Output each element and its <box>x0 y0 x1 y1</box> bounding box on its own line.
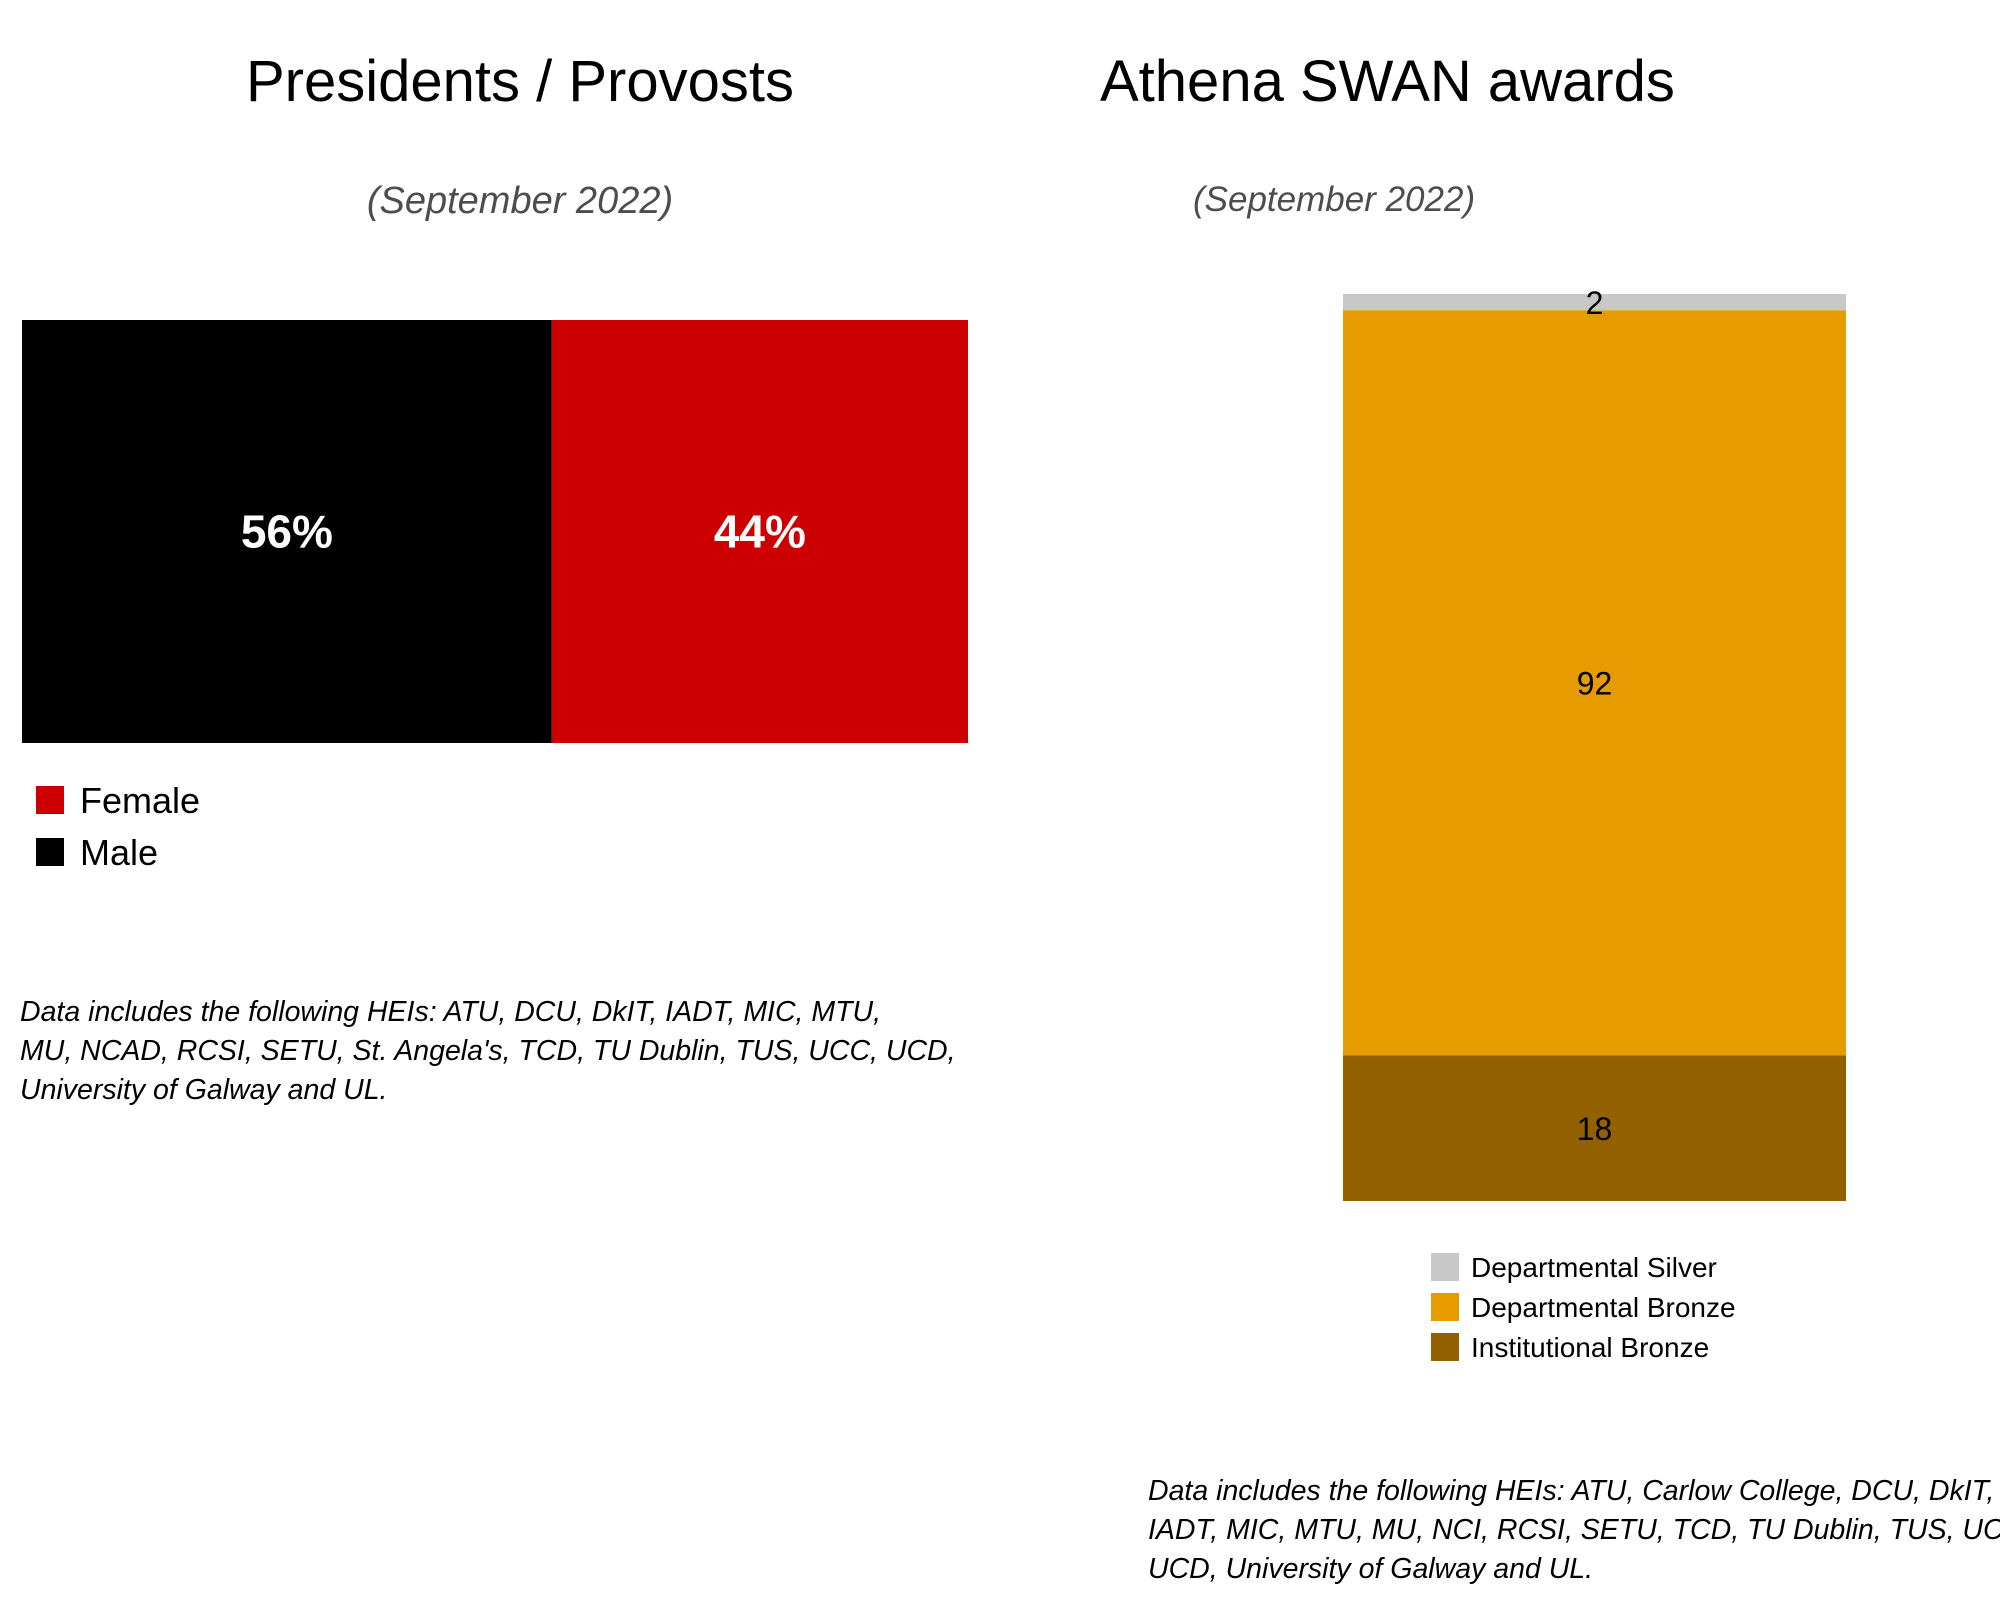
hei-note: Data includes the following HEIs: ATU, C… <box>1148 1472 2000 1589</box>
legend-swatch-departmental-bronze <box>1431 1293 1459 1321</box>
athena-swan-panel: Athena SWAN awards (September 2022) 18 92… <box>1000 0 2000 1600</box>
legend-label: Institutional Bronze <box>1471 1332 1709 1363</box>
legend-label: Male <box>80 832 158 873</box>
bar-segment-institutional-bronze <box>1343 1055 1846 1201</box>
hei-note: Data includes the following HEIs: ATU, D… <box>20 993 956 1110</box>
hei-note-line: University of Galway and UL. <box>20 1074 388 1106</box>
data-label: 56% <box>241 506 333 558</box>
bar-segment-departmental-bronze <box>1343 310 1846 1056</box>
bar-segment-female <box>551 320 968 743</box>
chart-title: Athena SWAN awards <box>1100 49 1675 114</box>
legend-swatch-departmental-silver <box>1431 1253 1459 1281</box>
hei-note-line: Data includes the following HEIs: ATU, C… <box>1148 1475 1995 1507</box>
data-label: 44% <box>714 506 806 558</box>
legend-label: Departmental Silver <box>1471 1252 1717 1283</box>
hei-note-line: UCD, University of Galway and UL. <box>1148 1553 1594 1585</box>
data-label: 92 <box>1577 666 1613 702</box>
chart-subtitle: (September 2022) <box>1193 180 1476 219</box>
chart-subtitle: (September 2022) <box>366 180 674 222</box>
data-label: 2 <box>1586 285 1604 321</box>
legend-swatch-female <box>36 786 64 814</box>
hei-note-line: IADT, MIC, MTU, MU, NCI, RCSI, SETU, TCD… <box>1148 1514 2000 1546</box>
chart-title: Presidents / Provosts <box>246 49 794 114</box>
legend-label: Departmental Bronze <box>1471 1292 1736 1323</box>
hei-note-line: MU, NCAD, RCSI, SETU, St. Angela's, TCD,… <box>20 1035 956 1067</box>
data-label: 18 <box>1577 1111 1613 1147</box>
legend-label: Female <box>80 780 200 821</box>
legend-swatch-institutional-bronze <box>1431 1333 1459 1361</box>
presidents-provosts-chart: 56% 44% Female Male <box>22 320 968 873</box>
presidents-provosts-panel: Presidents / Provosts (September 2022) 5… <box>20 49 968 1110</box>
athena-swan-chart: 18 92 2 Departmental Silver Departmental Bro… <box>1343 285 1846 1363</box>
legend-swatch-male <box>36 838 64 866</box>
hei-note-line: Data includes the following HEIs: ATU, D… <box>20 996 882 1028</box>
bar-segment-departmental-silver <box>1343 294 1846 311</box>
bar-segment-male <box>22 320 552 743</box>
